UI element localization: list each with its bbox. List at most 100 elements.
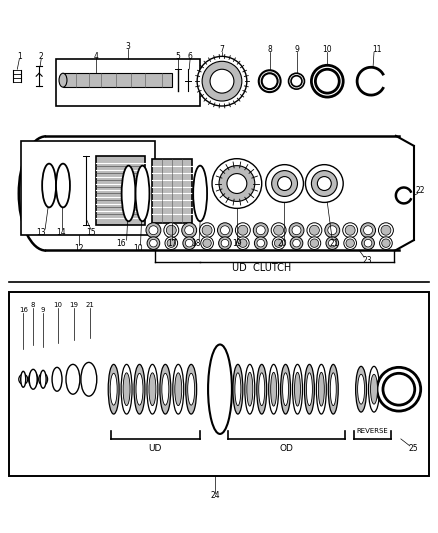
Bar (152, 159, 192, 223)
Ellipse shape (21, 376, 26, 382)
Ellipse shape (272, 237, 285, 249)
Ellipse shape (289, 223, 304, 238)
Ellipse shape (290, 237, 303, 249)
Ellipse shape (123, 373, 130, 406)
Ellipse shape (66, 365, 80, 394)
Text: 16: 16 (116, 239, 125, 248)
Ellipse shape (304, 365, 314, 414)
Text: 14: 14 (56, 228, 66, 237)
Ellipse shape (146, 223, 161, 238)
Text: 19: 19 (232, 239, 242, 248)
Bar (21, 141, 155, 235)
Text: 10: 10 (53, 302, 63, 308)
Text: 22: 22 (416, 186, 425, 195)
Ellipse shape (110, 373, 117, 405)
Ellipse shape (21, 372, 26, 387)
Ellipse shape (164, 223, 179, 238)
Ellipse shape (167, 239, 176, 247)
Ellipse shape (247, 373, 253, 406)
Ellipse shape (183, 237, 195, 249)
Ellipse shape (311, 65, 343, 97)
Ellipse shape (268, 365, 279, 414)
Ellipse shape (254, 237, 267, 249)
Ellipse shape (186, 365, 197, 414)
Ellipse shape (136, 373, 143, 405)
Ellipse shape (188, 373, 194, 405)
Ellipse shape (39, 373, 48, 385)
Text: 20: 20 (278, 239, 287, 248)
Ellipse shape (185, 239, 193, 247)
Ellipse shape (305, 165, 343, 203)
Ellipse shape (203, 239, 211, 247)
Ellipse shape (59, 73, 67, 87)
Ellipse shape (311, 171, 337, 197)
Text: 9: 9 (294, 45, 299, 54)
Ellipse shape (53, 369, 61, 389)
Text: 24: 24 (210, 491, 220, 500)
Ellipse shape (291, 76, 302, 87)
Ellipse shape (345, 225, 355, 235)
Text: 4: 4 (93, 52, 98, 61)
Text: 6: 6 (188, 52, 193, 61)
Ellipse shape (134, 365, 145, 414)
Ellipse shape (55, 373, 60, 385)
Ellipse shape (108, 365, 119, 414)
Ellipse shape (221, 239, 229, 247)
Ellipse shape (175, 373, 182, 406)
Ellipse shape (310, 239, 318, 247)
Ellipse shape (346, 239, 354, 247)
Ellipse shape (210, 69, 234, 93)
Text: 1: 1 (17, 52, 21, 61)
Ellipse shape (239, 239, 247, 247)
Ellipse shape (71, 372, 75, 386)
Ellipse shape (360, 223, 375, 238)
Ellipse shape (272, 171, 297, 197)
Ellipse shape (31, 375, 35, 384)
Ellipse shape (256, 226, 265, 235)
Text: 16: 16 (19, 306, 28, 313)
Ellipse shape (278, 176, 292, 190)
Ellipse shape (292, 226, 301, 235)
Text: 21: 21 (85, 302, 94, 308)
Ellipse shape (233, 365, 243, 414)
Ellipse shape (381, 239, 390, 247)
Ellipse shape (378, 223, 393, 238)
Text: 21: 21 (329, 239, 339, 248)
Ellipse shape (381, 225, 391, 235)
Ellipse shape (19, 374, 28, 384)
Ellipse shape (147, 365, 158, 414)
Ellipse shape (150, 239, 157, 247)
Ellipse shape (68, 367, 78, 391)
Ellipse shape (200, 223, 215, 238)
Ellipse shape (29, 372, 38, 387)
Text: 9: 9 (41, 306, 46, 313)
Ellipse shape (328, 239, 336, 247)
Ellipse shape (197, 56, 247, 106)
Ellipse shape (357, 374, 364, 404)
Text: 3: 3 (125, 42, 130, 51)
Ellipse shape (218, 223, 233, 238)
Ellipse shape (289, 73, 304, 89)
Ellipse shape (362, 237, 374, 249)
Text: UD  CLUTCH: UD CLUTCH (232, 263, 291, 273)
Ellipse shape (235, 223, 250, 238)
Ellipse shape (271, 223, 286, 238)
Ellipse shape (52, 367, 62, 391)
Text: 10: 10 (134, 244, 143, 253)
Ellipse shape (274, 239, 283, 247)
Text: 17: 17 (167, 239, 177, 248)
Ellipse shape (328, 365, 338, 414)
Ellipse shape (364, 226, 373, 235)
Ellipse shape (328, 226, 337, 235)
Bar (96, 156, 145, 225)
Text: 10: 10 (322, 45, 332, 54)
Ellipse shape (185, 226, 194, 235)
Ellipse shape (325, 223, 340, 238)
Ellipse shape (253, 223, 268, 238)
Ellipse shape (383, 373, 415, 405)
Ellipse shape (293, 365, 303, 414)
Ellipse shape (343, 223, 357, 238)
Text: 5: 5 (176, 52, 181, 61)
Ellipse shape (274, 225, 283, 235)
Ellipse shape (309, 225, 319, 235)
